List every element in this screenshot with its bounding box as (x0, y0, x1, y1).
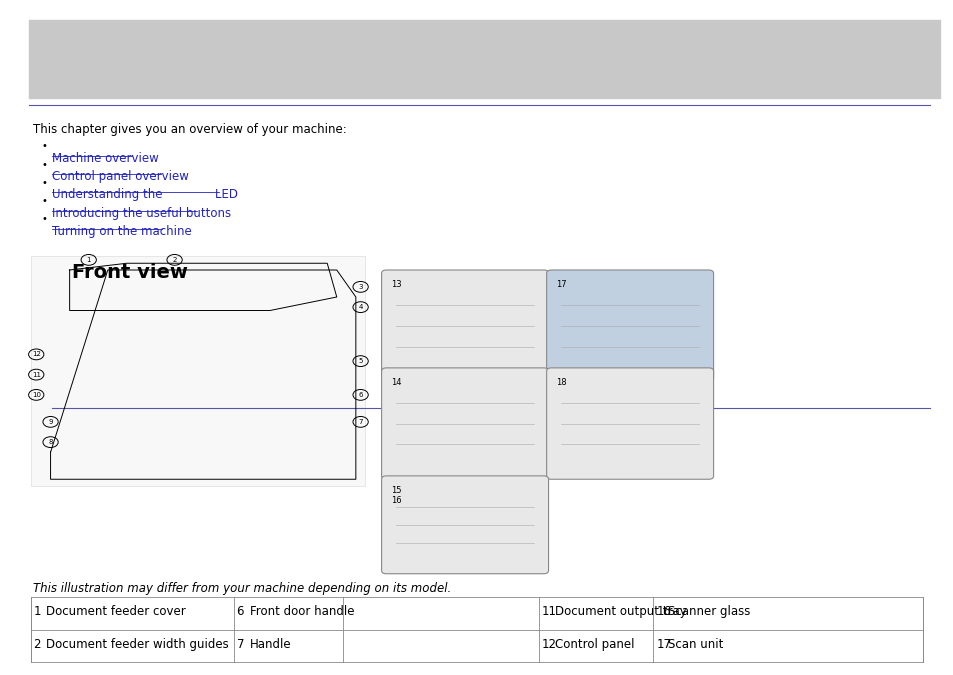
FancyBboxPatch shape (31, 597, 923, 662)
Text: Document feeder cover: Document feeder cover (46, 605, 185, 618)
Text: 2: 2 (33, 638, 41, 651)
Text: 11: 11 (541, 605, 557, 618)
Text: 16: 16 (656, 605, 671, 618)
Text: 7: 7 (358, 419, 362, 425)
Text: 6: 6 (358, 392, 362, 398)
Text: 9: 9 (49, 419, 52, 425)
Text: Control panel: Control panel (555, 638, 634, 651)
Text: 15
16: 15 16 (391, 486, 401, 506)
FancyBboxPatch shape (31, 256, 365, 486)
Text: Front view: Front view (71, 263, 187, 282)
FancyBboxPatch shape (546, 368, 713, 479)
Text: •: • (41, 215, 47, 224)
FancyBboxPatch shape (546, 270, 713, 381)
FancyBboxPatch shape (381, 368, 548, 479)
Text: Machine overview: Machine overview (52, 152, 159, 165)
Text: This chapter gives you an overview of your machine:: This chapter gives you an overview of yo… (33, 123, 347, 136)
Text: Scan unit: Scan unit (667, 638, 722, 651)
Text: 18: 18 (556, 378, 566, 387)
Text: 12: 12 (31, 352, 41, 357)
Text: 13: 13 (391, 280, 401, 289)
Text: •: • (41, 196, 47, 206)
Text: 4: 4 (358, 304, 362, 310)
Text: Document output tray: Document output tray (555, 605, 686, 618)
Text: Introducing the useful buttons: Introducing the useful buttons (52, 207, 232, 219)
Text: 12: 12 (541, 638, 557, 651)
FancyBboxPatch shape (29, 20, 939, 98)
Text: 17: 17 (656, 638, 671, 651)
FancyBboxPatch shape (381, 270, 548, 381)
Text: Front door handle: Front door handle (250, 605, 355, 618)
Text: 5: 5 (358, 358, 362, 364)
FancyBboxPatch shape (381, 476, 548, 574)
Text: 14: 14 (391, 378, 401, 387)
Text: 3: 3 (358, 284, 362, 290)
Text: This illustration may differ from your machine depending on its model.: This illustration may differ from your m… (33, 582, 451, 595)
Text: 2: 2 (172, 257, 176, 263)
Text: Document feeder width guides: Document feeder width guides (46, 638, 229, 651)
Text: 17: 17 (556, 280, 566, 289)
Text: •: • (41, 178, 47, 188)
Text: Handle: Handle (250, 638, 292, 651)
Text: 7: 7 (236, 638, 244, 651)
Text: 8: 8 (49, 439, 52, 445)
Text: •: • (41, 160, 47, 169)
Text: Turning on the machine: Turning on the machine (52, 225, 192, 238)
Text: Understanding the              LED: Understanding the LED (52, 188, 238, 201)
Text: 1: 1 (33, 605, 41, 618)
Text: 1: 1 (87, 257, 91, 263)
Text: Control panel overview: Control panel overview (52, 170, 189, 183)
Text: 6: 6 (236, 605, 244, 618)
Text: 10: 10 (31, 392, 41, 398)
Text: •: • (41, 142, 47, 151)
Text: 11: 11 (31, 372, 41, 377)
Text: Scanner glass: Scanner glass (667, 605, 749, 618)
